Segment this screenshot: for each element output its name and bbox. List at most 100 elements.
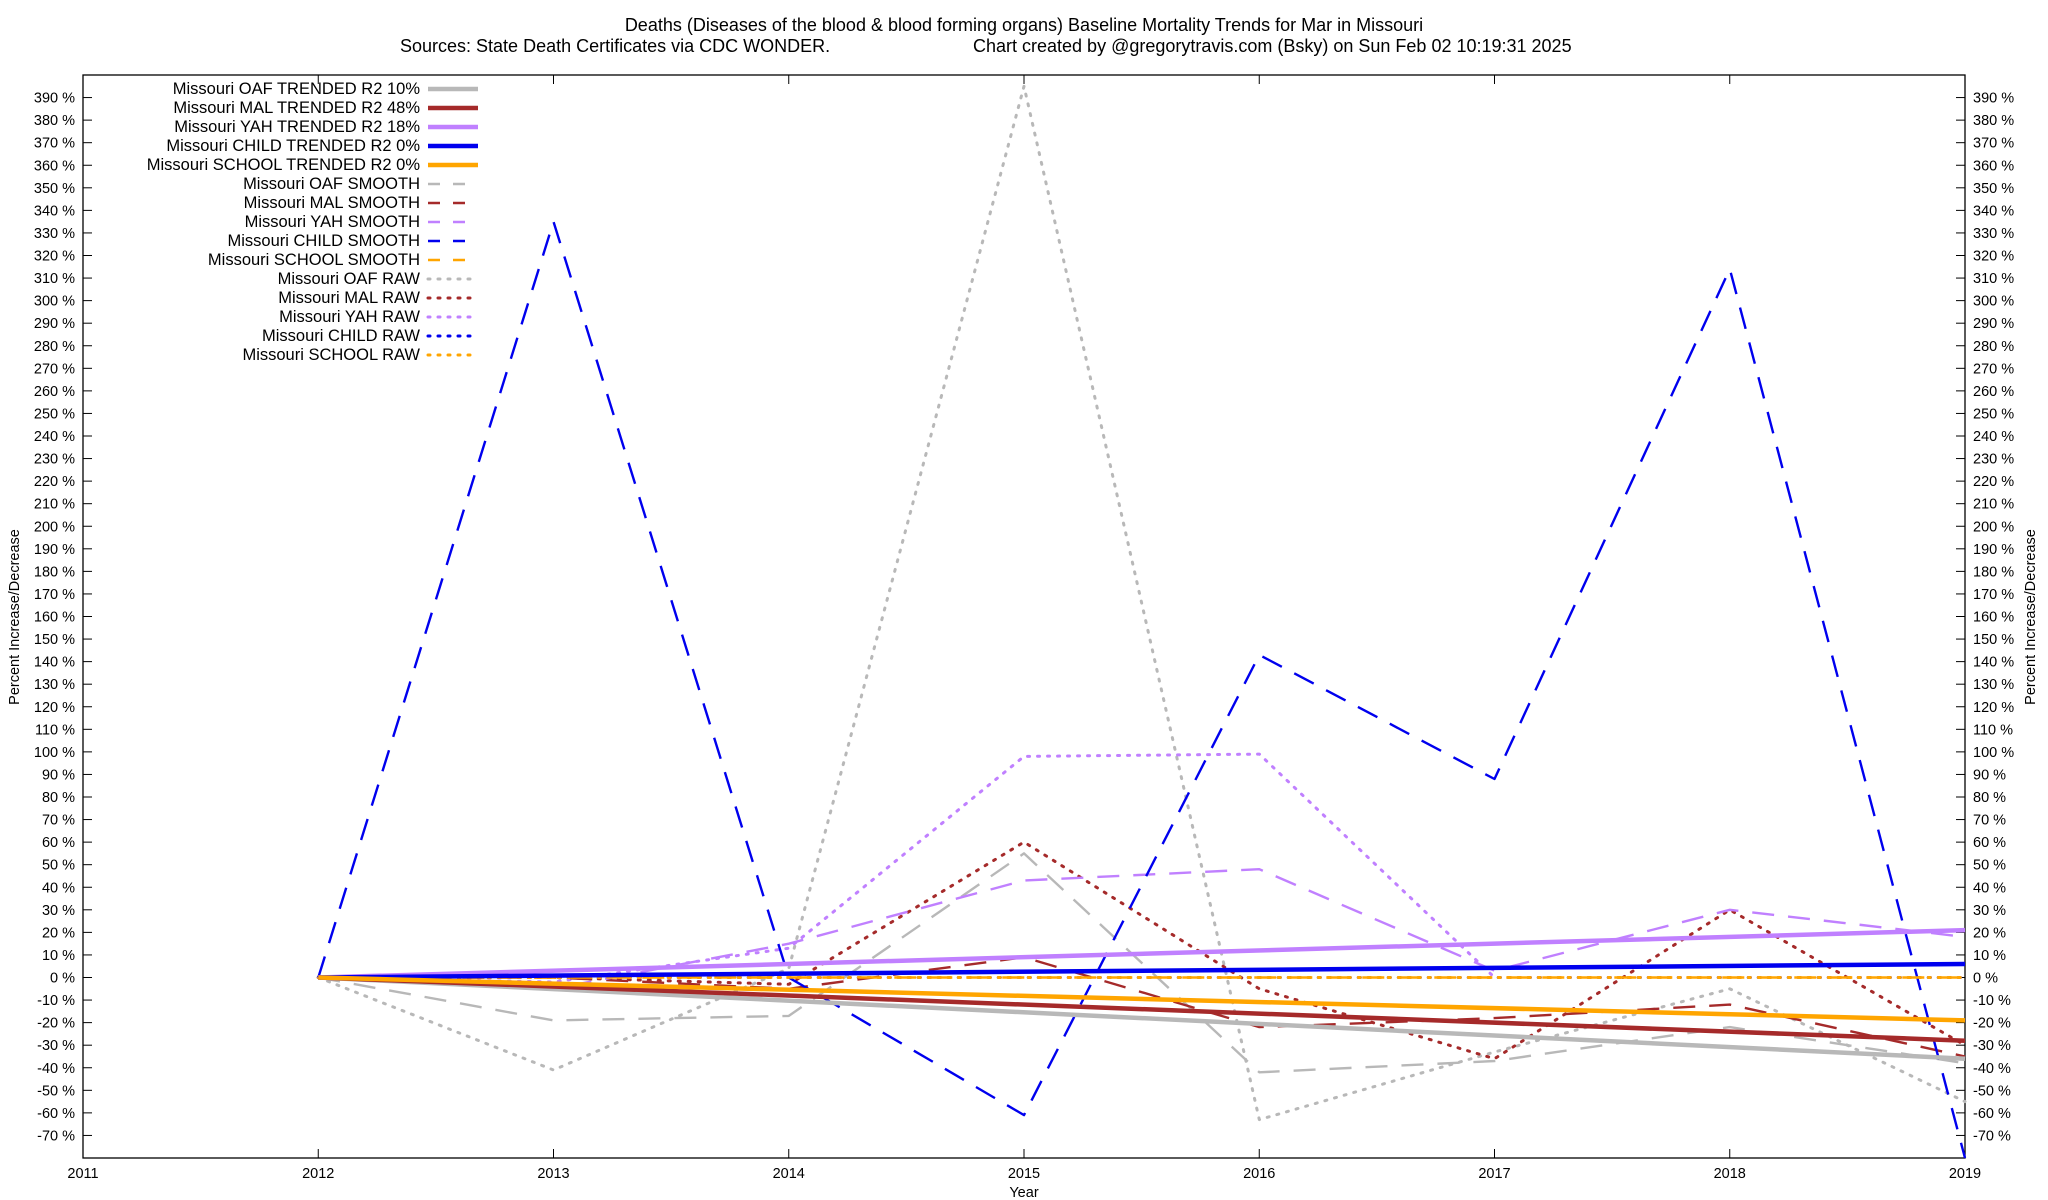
series-line-6: [318, 852, 1966, 1074]
y-tick-label-right-120: 120 %: [1973, 700, 2014, 716]
y-tick-label-right-80: 80 %: [1973, 790, 2006, 806]
y-tick-label-left-190: 190 %: [34, 542, 75, 558]
legend-label-5: Missouri SCHOOL TRENDED R2 0%: [147, 156, 421, 174]
y-tick-label-left-330: 330 %: [34, 226, 75, 242]
legend-label-7: Missouri MAL SMOOTH: [244, 194, 420, 212]
y-tick-label-left-360: 360 %: [34, 158, 75, 174]
x-tick-label-2018: 2018: [1714, 1166, 1746, 1182]
y-tick-label-right-0: 0 %: [1973, 971, 1998, 987]
y-tick-label-left-260: 260 %: [34, 384, 75, 400]
y-tick-label-right-390: 390 %: [1973, 91, 2014, 107]
y-tick-label-left-90: 90 %: [42, 767, 75, 783]
x-tick-label-2012: 2012: [302, 1166, 334, 1182]
y-tick-label-right-380: 380 %: [1973, 113, 2014, 129]
y-tick-label-left-110: 110 %: [35, 722, 75, 738]
y-tick-label-right--70: -70 %: [1973, 1128, 2011, 1144]
x-tick-label-2013: 2013: [537, 1166, 569, 1182]
y-tick-label-right-340: 340 %: [1973, 203, 2014, 219]
y-tick-label-right-60: 60 %: [1973, 835, 2006, 851]
y-tick-label-right-10: 10 %: [1973, 948, 2006, 964]
legend-label-6: Missouri OAF SMOOTH: [243, 175, 420, 193]
y-tick-label-left--30: -30 %: [37, 1038, 75, 1054]
legend-label-12: Missouri MAL RAW: [278, 289, 420, 307]
y-tick-label-left-320: 320 %: [34, 249, 75, 265]
x-tick-label-2011: 2011: [67, 1166, 98, 1182]
y-tick-label-right-70: 70 %: [1973, 813, 2006, 829]
legend-label-11: Missouri OAF RAW: [278, 270, 421, 288]
y-tick-label-right-150: 150 %: [1973, 632, 2014, 648]
y-tick-label-right-260: 260 %: [1973, 384, 2014, 400]
y-tick-label-left-230: 230 %: [34, 452, 75, 468]
y-tick-label-left-120: 120 %: [34, 700, 75, 716]
series-line-2: [318, 975, 1966, 1043]
y-tick-label-left-300: 300 %: [34, 294, 75, 310]
y-tick-label-right-100: 100 %: [1973, 745, 2014, 761]
y-tick-label-left-370: 370 %: [34, 136, 75, 152]
y-tick-label-left-180: 180 %: [34, 564, 75, 580]
y-tick-label-left-250: 250 %: [34, 406, 75, 422]
y-tick-label-left-150: 150 %: [34, 632, 75, 648]
series-layer: [316, 84, 1967, 1159]
legend-label-13: Missouri YAH RAW: [279, 308, 420, 326]
y-tick-label-right-30: 30 %: [1973, 903, 2006, 919]
chart-subtitle-credit: Chart created by @gregorytravis.com (Bsk…: [973, 36, 1572, 56]
y-tick-label-left-280: 280 %: [34, 339, 75, 355]
series-line-8: [318, 868, 1966, 990]
series-line-13: [316, 752, 1967, 984]
y-tick-label-left-220: 220 %: [34, 474, 75, 490]
x-tick-label-2014: 2014: [773, 1166, 805, 1182]
x-axis-label: Year: [1009, 1185, 1038, 1200]
y-tick-label-left-200: 200 %: [34, 519, 75, 535]
series-line-12: [316, 840, 1967, 1061]
y-tick-label-left-350: 350 %: [34, 181, 75, 197]
y-tick-label-right-360: 360 %: [1973, 158, 2014, 174]
y-axis-label: Percent Increase/Decrease: [7, 529, 23, 705]
y-tick-label-right--30: -30 %: [1973, 1038, 2011, 1054]
y-tick-label-left-130: 130 %: [34, 677, 75, 693]
y-tick-label-right--50: -50 %: [1973, 1083, 2011, 1099]
series-line-3: [318, 927, 1966, 980]
series-line-1: [318, 975, 1966, 1061]
y-tick-label-right-320: 320 %: [1973, 249, 2014, 265]
y-tick-label-right-210: 210 %: [1973, 497, 2014, 513]
y-tick-label-left-60: 60 %: [42, 835, 75, 851]
legend-label-2: Missouri MAL TRENDED R2 48%: [173, 99, 420, 117]
legend-label-1: Missouri OAF TRENDED R2 10%: [173, 80, 421, 98]
y-tick-label-right--20: -20 %: [1973, 1016, 2011, 1032]
y-tick-label-left--60: -60 %: [37, 1106, 75, 1122]
legend-label-8: Missouri YAH SMOOTH: [245, 213, 420, 231]
y-tick-label-left--40: -40 %: [37, 1061, 75, 1077]
y2-axis-label: Percent Increase/Decrease: [2023, 529, 2039, 705]
y-tick-label-left--20: -20 %: [37, 1016, 75, 1032]
series-line-5: [318, 975, 1966, 1023]
series-line-4: [318, 961, 1966, 980]
x-tick-label-2016: 2016: [1243, 1166, 1275, 1182]
y-tick-label-right-110: 110 %: [1973, 722, 2013, 738]
x-axis-ticks: 2011 2012 2013 2014 2015 2016 2017 2018 2019: [67, 75, 1981, 1182]
y-tick-label-left-30: 30 %: [42, 903, 75, 919]
y-tick-label-left-310: 310 %: [34, 271, 75, 287]
y-tick-label-right-350: 350 %: [1973, 181, 2014, 197]
y-tick-label-left-0: 0 %: [50, 971, 75, 987]
y-tick-label-left-70: 70 %: [42, 813, 75, 829]
y-tick-label-right-200: 200 %: [1973, 519, 2014, 535]
y-tick-label-right-20: 20 %: [1973, 925, 2006, 941]
y-tick-label-right--60: -60 %: [1973, 1106, 2011, 1122]
y-tick-label-left-290: 290 %: [34, 316, 75, 332]
y-tick-label-left-50: 50 %: [42, 858, 75, 874]
y-tick-label-left-210: 210 %: [34, 497, 75, 513]
legend-label-15: Missouri SCHOOL RAW: [242, 346, 420, 364]
y-tick-label-right--40: -40 %: [1973, 1061, 2011, 1077]
series-line-11: [316, 84, 1967, 1122]
y-tick-label-right-170: 170 %: [1973, 587, 2014, 603]
y-axis-ticks: -70 % -70 % -60 % -60 % -50 % -50 % -40 % -40 %…: [34, 91, 2014, 1145]
legend: Missouri OAF TRENDED R2 10%Missouri MAL …: [147, 80, 480, 364]
chart-title: Deaths (Diseases of the blood & blood fo…: [625, 15, 1423, 35]
legend-label-14: Missouri CHILD RAW: [262, 327, 420, 345]
y-tick-label-right-40: 40 %: [1973, 880, 2006, 896]
y-tick-label-right-250: 250 %: [1973, 406, 2014, 422]
y-tick-label-right-370: 370 %: [1973, 136, 2014, 152]
y-tick-label-right-160: 160 %: [1973, 610, 2014, 626]
y-tick-label-right-220: 220 %: [1973, 474, 2014, 490]
